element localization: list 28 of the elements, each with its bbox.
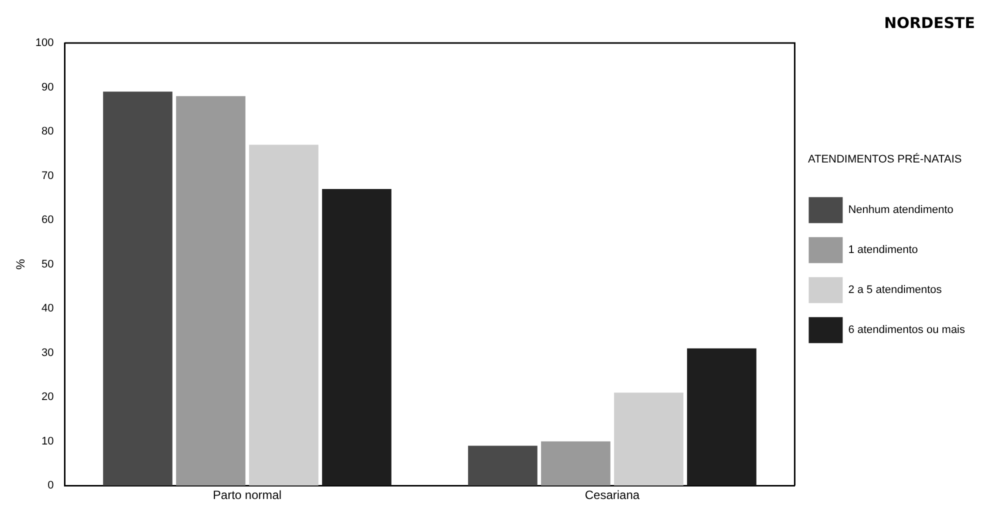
y-tick-label: 70 <box>42 170 54 182</box>
bar <box>468 446 538 486</box>
y-tick-label: 20 <box>42 391 54 404</box>
x-tick-label: Parto normal <box>212 488 282 502</box>
y-tick-label: 80 <box>42 126 54 138</box>
bar <box>103 92 172 486</box>
bar <box>249 144 318 486</box>
y-tick-label: 50 <box>42 258 54 270</box>
y-tick-label: 0 <box>48 480 54 492</box>
legend-title: ATENDIMENTOS PRÉ-NATAIS <box>808 152 962 166</box>
bar <box>176 96 246 486</box>
y-axis-title: % <box>14 258 28 270</box>
y-tick-label: 100 <box>35 37 54 50</box>
legend-label: 6 atendimentos ou mais <box>848 324 966 336</box>
text: NORDESTE <box>884 14 975 32</box>
bar <box>541 441 610 486</box>
legend-label: 1 atendimento <box>848 244 918 256</box>
legend-label: Nenhum atendimento <box>848 204 954 216</box>
y-tick-label: 60 <box>42 214 54 226</box>
bar <box>687 348 756 486</box>
y-tick-label: 90 <box>42 81 54 94</box>
bar <box>322 189 392 486</box>
legend-label: 2 a 5 atendimentos <box>848 284 942 296</box>
x-tick-label: Cesariana <box>584 488 640 502</box>
y-tick-label: 30 <box>42 346 54 359</box>
y-tick-label: 10 <box>42 435 54 448</box>
bar <box>614 392 684 486</box>
y-tick-label: 40 <box>42 302 54 315</box>
